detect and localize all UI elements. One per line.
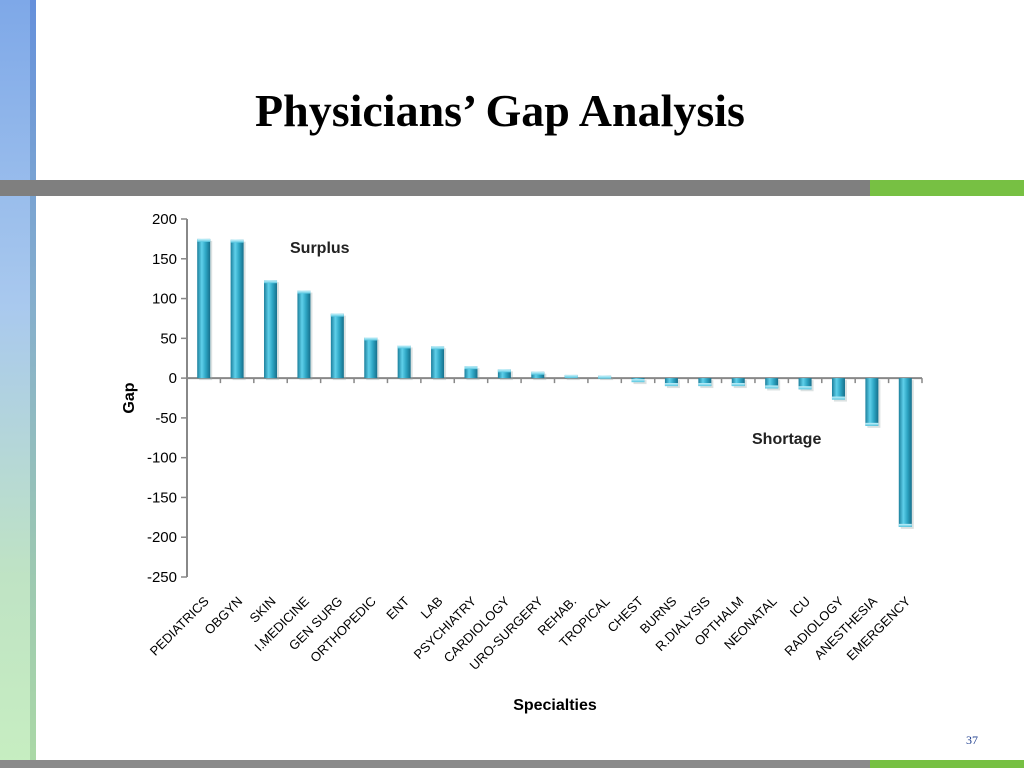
bar-cap [197, 238, 211, 242]
bar-cap [631, 379, 645, 383]
y-tick-label: -50 [155, 410, 177, 427]
y-tick-label: 50 [160, 330, 177, 347]
bar-cap [264, 280, 278, 284]
bar-cap [664, 383, 678, 387]
y-tick-label: 200 [152, 211, 177, 228]
x-axis-title: Specialties [513, 697, 597, 714]
bar-cap [330, 313, 344, 317]
shortage-annotation: Shortage [752, 431, 821, 448]
bar-pediatrics [197, 238, 211, 379]
footer-band-green [870, 760, 1024, 768]
bar-cap [564, 374, 578, 378]
bar-psychiatry [464, 366, 478, 379]
bar-neonatal [765, 378, 779, 389]
slide-title: Physicians’ Gap Analysis [255, 85, 745, 136]
bar-emergency [898, 378, 912, 527]
bar-opthalm [731, 378, 745, 387]
bar-cap [464, 366, 478, 370]
bar-cap [230, 239, 244, 243]
bar-i-medicine [297, 290, 311, 379]
y-tick-label: -200 [147, 529, 177, 546]
y-tick-label: 150 [152, 251, 177, 268]
y-tick-label: -250 [147, 569, 177, 586]
bar-orthopedic [364, 337, 378, 379]
slide-number: 37 [966, 733, 978, 747]
bar-cardiology [497, 369, 511, 379]
y-tick-label: -150 [147, 489, 177, 506]
bar-cap [431, 346, 445, 350]
x-category-label: OBGYN [201, 594, 245, 638]
footer-band-gray [0, 760, 870, 768]
bar-shadow [633, 380, 647, 385]
bar-anesthesia [865, 378, 879, 426]
bar-cap [364, 337, 378, 341]
bar-skin [264, 280, 278, 379]
bar-gen-surg [330, 313, 344, 379]
bar-lab [431, 346, 445, 379]
bar-shadow [600, 377, 614, 381]
bar-burns [664, 378, 678, 387]
y-tick-label: 100 [152, 291, 177, 308]
header-band-gray [0, 180, 870, 196]
x-category-label: ICU [787, 594, 813, 620]
bar-ent [397, 345, 411, 379]
bar-cap [531, 371, 545, 375]
x-category-label: ENT [383, 593, 412, 622]
bar-icu [798, 378, 812, 390]
bar-cap [798, 386, 812, 390]
bar-radiology [831, 378, 845, 400]
bar-shadow [566, 376, 580, 381]
x-category-label: LAB [418, 594, 446, 622]
bar-cap [297, 290, 311, 294]
y-tick-label: 0 [169, 370, 177, 387]
y-tick-label: -100 [147, 450, 177, 467]
header-band-green [870, 180, 1024, 196]
bar-cap [865, 422, 879, 426]
bar-cap [731, 383, 745, 387]
bar-cap [898, 523, 912, 527]
bar-cap [598, 375, 612, 379]
left-stripe-edge [30, 0, 36, 768]
bar-cap [397, 345, 411, 349]
bar-cap [831, 396, 845, 400]
bar-uro-surgery [531, 371, 545, 379]
bar-r-dialysis [698, 378, 712, 387]
bar-obgyn [230, 239, 244, 379]
y-axis-title: Gap [121, 382, 138, 413]
bar-cap [698, 383, 712, 387]
bar-cap [765, 385, 779, 389]
bar-cap [497, 369, 511, 373]
surplus-annotation: Surplus [290, 240, 350, 257]
